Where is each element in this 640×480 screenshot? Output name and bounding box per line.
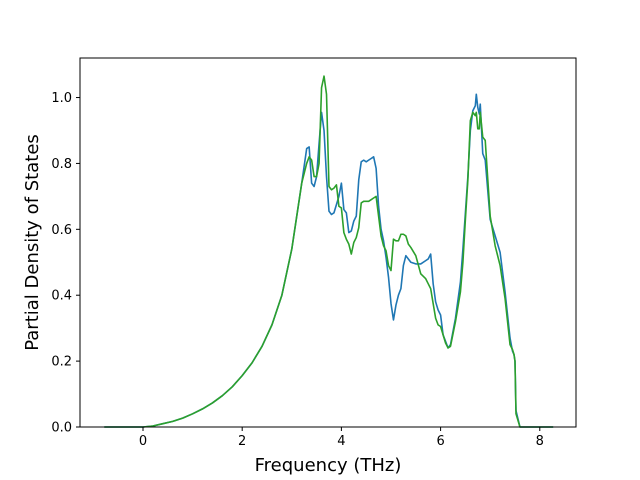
y-axis-ticks: 0.0 0.2 0.4 0.6 0.8 1.0 bbox=[51, 91, 80, 436]
series-layer bbox=[104, 75, 554, 428]
y-tick-label: 0.4 bbox=[51, 289, 72, 304]
plot-frame bbox=[79, 57, 577, 428]
x-tick-label: 6 bbox=[436, 434, 444, 449]
y-tick-label: 0.8 bbox=[51, 157, 72, 172]
x-tick-label: 2 bbox=[238, 434, 246, 449]
y-tick-label: 0.2 bbox=[51, 355, 72, 370]
x-tick-label: 8 bbox=[536, 434, 544, 449]
y-tick-label: 0.6 bbox=[51, 223, 72, 238]
series-line-2 bbox=[104, 75, 554, 428]
x-tick-label: 0 bbox=[139, 434, 147, 449]
x-tick-label: 4 bbox=[337, 434, 345, 449]
x-axis-ticks: 0 2 4 6 8 bbox=[139, 427, 544, 449]
y-tick-label: 0.0 bbox=[51, 421, 72, 436]
x-axis-label: Frequency (THz) bbox=[255, 455, 402, 476]
y-axis-label: Partial Density of States bbox=[22, 134, 43, 351]
y-tick-label: 1.0 bbox=[51, 91, 72, 106]
